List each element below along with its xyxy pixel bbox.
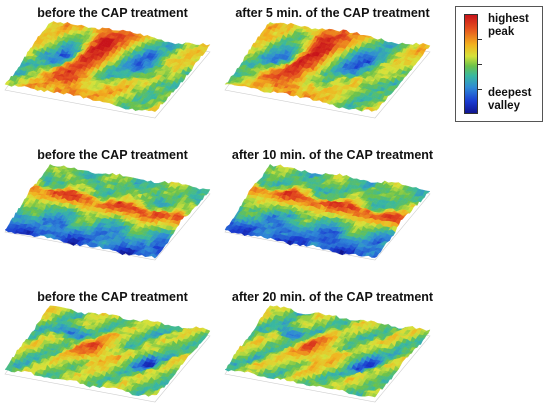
surface-cell	[151, 107, 158, 112]
panel-title: after 5 min. of the CAP treatment	[235, 6, 430, 20]
panel-2: after 5 min. of the CAP treatment	[224, 6, 440, 124]
panel-title: before the CAP treatment	[37, 6, 188, 20]
surface-map-1	[4, 20, 211, 119]
panel-1: before the CAP treatment	[4, 6, 220, 124]
surface-map-2	[224, 22, 431, 119]
surface-cell	[371, 108, 377, 112]
panel-title: before the CAP treatment	[37, 148, 188, 162]
surface-map-4	[224, 164, 431, 261]
panel-title: after 10 min. of the CAP treatment	[231, 148, 434, 162]
surface-map-3	[4, 164, 211, 261]
surface-cell	[151, 253, 158, 259]
panel-3: before the CAP treatment	[4, 148, 220, 266]
panel-4: after 10 min. of the CAP treatment	[224, 148, 440, 266]
